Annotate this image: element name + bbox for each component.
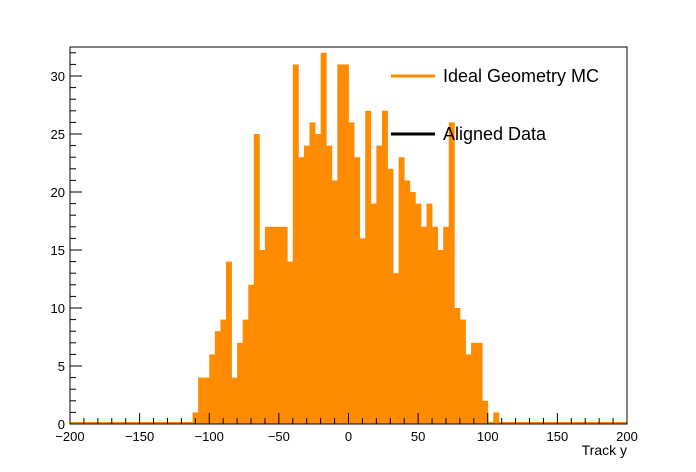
histogram-bar bbox=[393, 273, 400, 424]
histogram-bar bbox=[214, 331, 221, 424]
histogram-bar bbox=[253, 134, 260, 424]
histogram-bar bbox=[209, 354, 216, 424]
y-tick-label: 30 bbox=[51, 69, 65, 84]
x-tick-label: 100 bbox=[477, 429, 499, 444]
y-tick-label: 15 bbox=[51, 243, 65, 258]
x-tick-label: −50 bbox=[268, 429, 290, 444]
histogram-bar bbox=[482, 400, 489, 424]
histogram-bar bbox=[270, 226, 277, 424]
histogram-bar bbox=[387, 168, 394, 424]
histogram-bar bbox=[220, 319, 227, 424]
histogram-bar bbox=[259, 250, 266, 424]
histogram-bar bbox=[337, 64, 344, 425]
histogram-bar bbox=[454, 308, 461, 424]
histogram-bar bbox=[365, 110, 372, 425]
histogram-bar bbox=[242, 319, 249, 424]
histogram-bar bbox=[465, 354, 472, 424]
histogram-bar bbox=[443, 226, 450, 424]
histogram-bar bbox=[459, 319, 466, 424]
histogram-bar bbox=[426, 203, 433, 424]
bars-layer bbox=[70, 52, 627, 425]
x-axis-title: Track y bbox=[582, 442, 627, 458]
legend-label: Aligned Data bbox=[443, 124, 547, 144]
x-tick-label: 200 bbox=[616, 429, 638, 444]
y-tick-label: 0 bbox=[58, 417, 65, 432]
y-tick-label: 25 bbox=[51, 127, 65, 142]
histogram-bar bbox=[342, 64, 349, 425]
histogram-bar bbox=[448, 122, 455, 425]
histogram-bar bbox=[198, 377, 205, 424]
x-tick-label: 150 bbox=[547, 429, 569, 444]
histogram-bar bbox=[203, 377, 210, 424]
histogram-bar bbox=[420, 226, 427, 424]
histogram-bar bbox=[298, 157, 305, 424]
histogram-bar bbox=[315, 134, 322, 424]
histogram-bar bbox=[264, 226, 271, 424]
histogram-bar bbox=[359, 238, 366, 424]
histogram-bar bbox=[326, 145, 333, 424]
x-tick-label: −200 bbox=[55, 429, 84, 444]
histogram-bar bbox=[276, 226, 283, 424]
histogram-bar bbox=[354, 157, 361, 424]
histogram-bar bbox=[493, 412, 500, 424]
x-tick-label: 50 bbox=[411, 429, 425, 444]
histogram-bar bbox=[287, 261, 294, 424]
y-tick-label: 10 bbox=[51, 301, 65, 316]
histogram-bar bbox=[231, 377, 238, 424]
histogram-bar bbox=[409, 192, 416, 424]
histogram-bar bbox=[309, 122, 316, 425]
x-tick-label: −100 bbox=[195, 429, 224, 444]
histogram-bar bbox=[398, 157, 405, 424]
histogram-bar bbox=[248, 284, 255, 424]
y-tick-label: 5 bbox=[58, 359, 65, 374]
histogram-bar bbox=[381, 110, 388, 425]
histogram-bar bbox=[471, 342, 478, 424]
histogram-bar bbox=[437, 250, 444, 424]
legend: Ideal Geometry MC Aligned Data bbox=[391, 66, 599, 144]
x-axis: −200 −150 −100 −50 0 50 100 150 200 bbox=[55, 413, 638, 444]
legend-label: Ideal Geometry MC bbox=[443, 66, 599, 86]
histogram-bar bbox=[370, 203, 377, 424]
histogram-bar bbox=[292, 64, 299, 425]
histogram-bar bbox=[432, 226, 439, 424]
histogram-bar bbox=[415, 203, 422, 424]
histogram-bar bbox=[320, 52, 327, 425]
histogram-bar bbox=[225, 261, 232, 424]
histogram-bar bbox=[376, 145, 383, 424]
histogram-bar bbox=[237, 342, 244, 424]
y-tick-label: 20 bbox=[51, 185, 65, 200]
x-tick-label: −150 bbox=[125, 429, 154, 444]
histogram-bar bbox=[476, 342, 483, 424]
histogram-bar bbox=[331, 180, 338, 424]
histogram-bar bbox=[281, 226, 288, 424]
histogram-bar bbox=[404, 180, 411, 424]
histogram-bar bbox=[348, 122, 355, 425]
x-tick-label: 0 bbox=[345, 429, 352, 444]
histogram-bar bbox=[303, 145, 310, 424]
y-axis: 0 5 10 15 20 25 30 bbox=[51, 52, 82, 432]
